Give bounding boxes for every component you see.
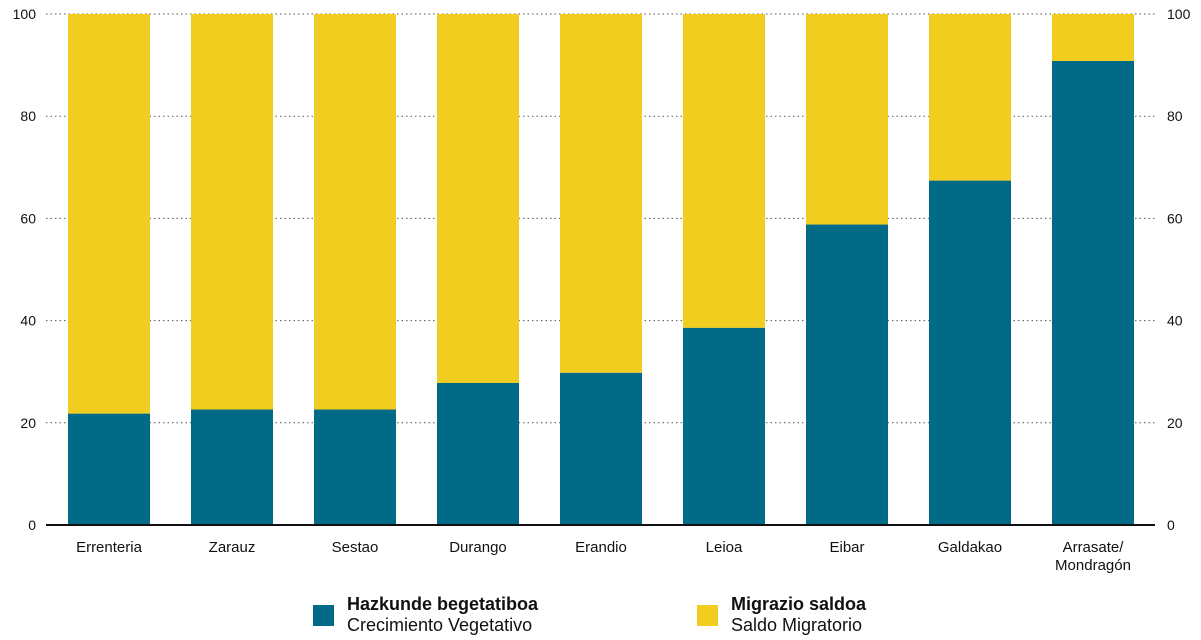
bar-saldo-migratorio (683, 14, 765, 328)
x-tick-label: Errenteria (76, 539, 143, 556)
x-tick-label-line: Durango (449, 539, 507, 556)
bar-saldo-migratorio (806, 14, 888, 225)
bar-crecimiento-vegetativo (683, 327, 765, 525)
x-tick-label: Leioa (706, 539, 743, 556)
bars (68, 14, 1134, 526)
legend-swatch-teal (313, 605, 334, 626)
x-tick-label-line: Erandio (575, 539, 627, 556)
y-tick-label-left: 40 (20, 313, 36, 329)
y-tick-label-right: 20 (1167, 415, 1183, 431)
x-tick-label-line: Mondragón (1055, 557, 1131, 574)
y-tick-label-right: 80 (1167, 108, 1183, 124)
bar-crecimiento-vegetativo (1052, 61, 1134, 526)
bar-crecimiento-vegetativo (68, 413, 150, 525)
x-tick-label: Durango (449, 539, 507, 556)
x-tick-label: Eibar (829, 539, 864, 556)
legend-text: Migrazio saldoa Saldo Migratorio (731, 594, 866, 636)
bar-saldo-migratorio (314, 14, 396, 410)
legend-swatch-yellow (697, 605, 718, 626)
bar-saldo-migratorio (68, 14, 150, 414)
legend-item-saldo-migratorio: Migrazio saldoa Saldo Migratorio (697, 594, 866, 636)
bar-crecimiento-vegetativo (314, 409, 396, 525)
x-tick-label: Sestao (332, 539, 379, 556)
y-tick-label-left: 20 (20, 415, 36, 431)
bar-saldo-migratorio (929, 14, 1011, 181)
legend-title: Hazkunde begetatiboa (347, 594, 539, 614)
y-tick-label-left: 0 (28, 517, 36, 533)
bar-saldo-migratorio (437, 14, 519, 383)
labels: 0 0 20 20 40 40 60 60 80 80 100 100 Errenteria Zarauz… (13, 6, 1191, 574)
x-tick-label-line: Sestao (332, 539, 379, 556)
legend-item-crecimiento-vegetativo: Hazkunde begetatiboa Crecimiento Vegetat… (313, 594, 538, 636)
x-tick-label: Galdakao (938, 539, 1002, 556)
legend-title: Migrazio saldoa (731, 594, 867, 614)
y-tick-label-left: 60 (20, 210, 36, 226)
x-tick-label: Arrasate/Mondragón (1055, 539, 1131, 574)
bar-crecimiento-vegetativo (929, 180, 1011, 525)
y-tick-label-left: 100 (13, 6, 37, 22)
x-tick-label-line: Errenteria (76, 539, 143, 556)
y-tick-label-right: 60 (1167, 210, 1183, 226)
x-tick-label-line: Galdakao (938, 539, 1002, 556)
x-tick-label-line: Eibar (829, 539, 864, 556)
bar-saldo-migratorio (191, 14, 273, 410)
y-tick-label-right: 0 (1167, 517, 1175, 533)
x-tick-label-line: Leioa (706, 539, 743, 556)
bar-crecimiento-vegetativo (560, 372, 642, 525)
x-tick-label-line: Zarauz (209, 539, 256, 556)
legend-text: Hazkunde begetatiboa Crecimiento Vegetat… (347, 594, 538, 636)
y-tick-label-left: 80 (20, 108, 36, 124)
legend-subtitle: Crecimiento Vegetativo (347, 615, 533, 635)
y-tick-label-right: 40 (1167, 313, 1183, 329)
bar-saldo-migratorio (560, 14, 642, 373)
bar-crecimiento-vegetativo (806, 224, 888, 526)
x-tick-label-line: Arrasate/ (1063, 539, 1125, 556)
legend-subtitle: Saldo Migratorio (731, 615, 863, 635)
x-tick-label: Erandio (575, 539, 627, 556)
x-tick-label: Zarauz (209, 539, 256, 556)
bar-crecimiento-vegetativo (437, 382, 519, 525)
stacked-bar-chart: 0 0 20 20 40 40 60 60 80 80 100 100 Errenteria Zarauz… (13, 6, 1191, 574)
bar-crecimiento-vegetativo (191, 409, 273, 525)
y-tick-label-right: 100 (1167, 6, 1191, 22)
bar-saldo-migratorio (1052, 14, 1134, 62)
